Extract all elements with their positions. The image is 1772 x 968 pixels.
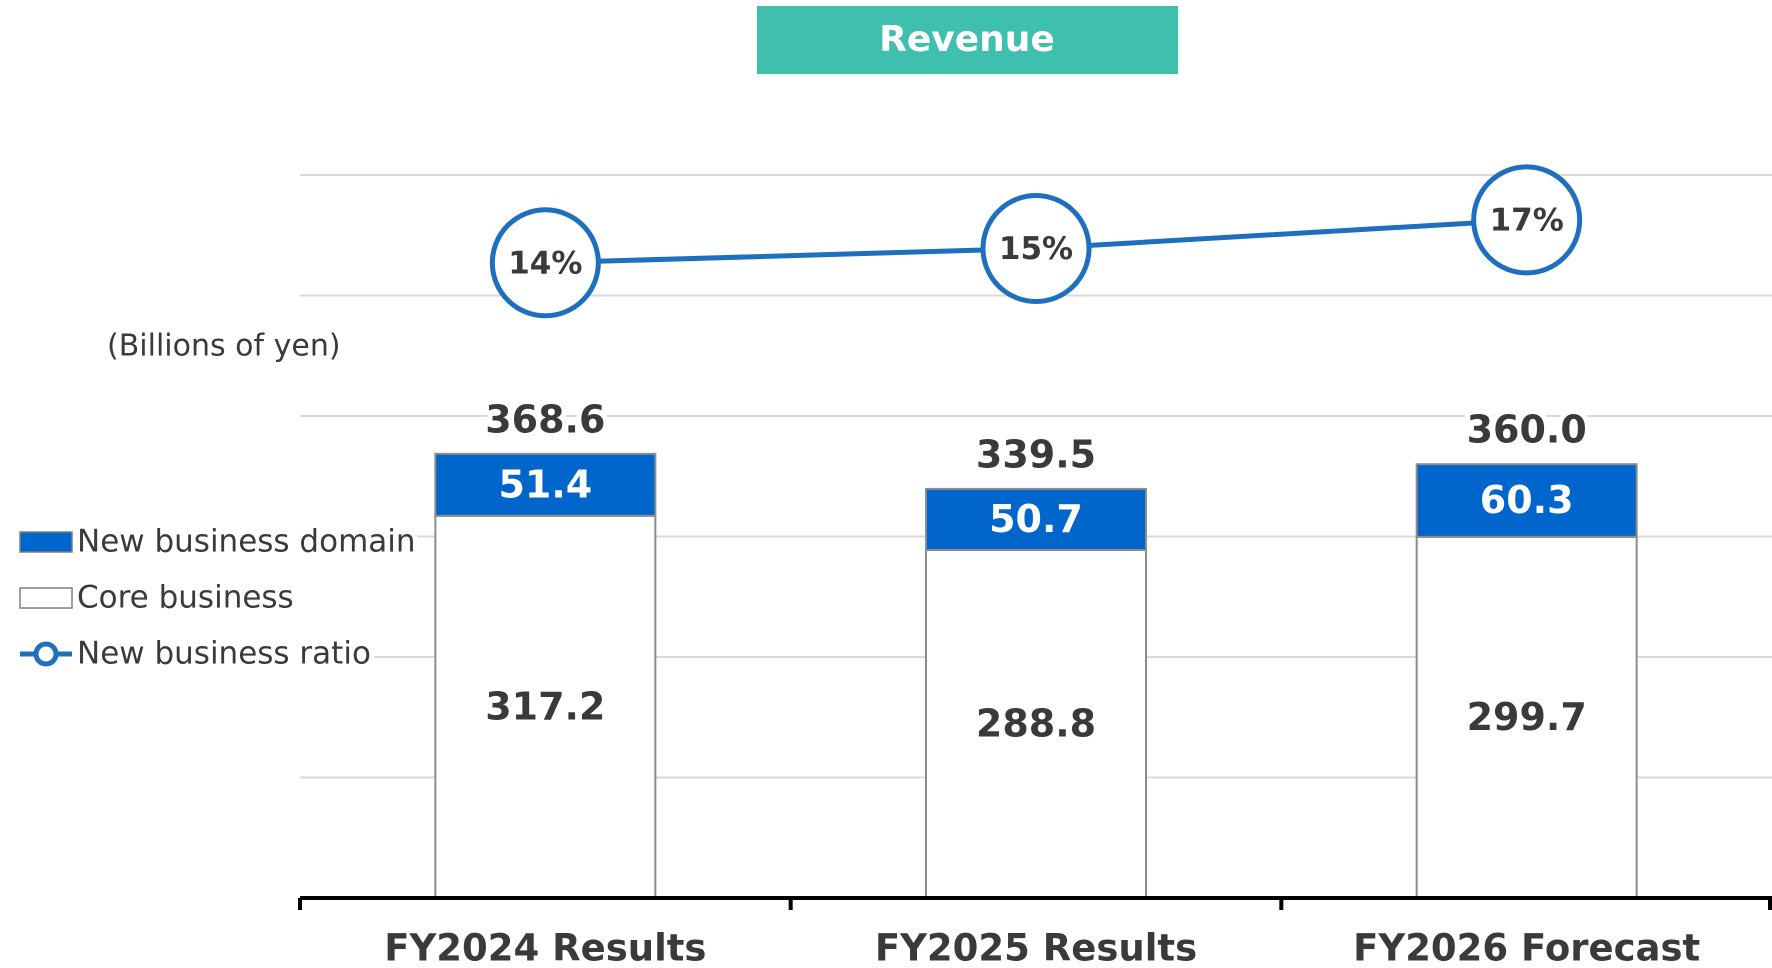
bar-segment — [1415, 463, 1638, 538]
y-axis-label: (Billions of yen) — [107, 329, 341, 364]
x-tick-label: FY2025 Results — [875, 927, 1197, 968]
chart-title: Revenue — [879, 19, 1055, 60]
ratio-marker — [1471, 164, 1583, 276]
bar-segment — [434, 452, 657, 517]
value-label: 51.4 — [498, 462, 592, 506]
legend-swatch — [19, 587, 73, 609]
legend-swatch — [19, 531, 73, 553]
total-label: 339.5 — [976, 432, 1096, 476]
x-tick-label: FY2026 Forecast — [1353, 927, 1700, 968]
bar-segment — [434, 514, 657, 899]
value-label: 50.7 — [989, 497, 1083, 541]
legend-label: New business domain — [77, 524, 416, 560]
bar-segment — [925, 487, 1147, 551]
x-tick-label: FY2024 Results — [384, 927, 706, 968]
legend-label: New business ratio — [77, 636, 371, 672]
total-label: 368.6 — [485, 397, 605, 441]
ratio-label: 15% — [999, 231, 1073, 267]
ratio-label: 14% — [508, 245, 582, 281]
value-label: 60.3 — [1480, 478, 1574, 522]
ratio-label: 17% — [1490, 202, 1564, 238]
title-box — [757, 6, 1178, 74]
value-label: 288.8 — [976, 701, 1096, 745]
legend-label: Core business — [77, 580, 294, 616]
value-label: 299.7 — [1467, 695, 1587, 739]
total-label: 360.0 — [1467, 408, 1587, 452]
ratio-marker — [489, 207, 601, 319]
legend-marker — [33, 641, 59, 667]
value-label: 317.2 — [485, 684, 605, 728]
ratio-marker — [980, 193, 1092, 304]
